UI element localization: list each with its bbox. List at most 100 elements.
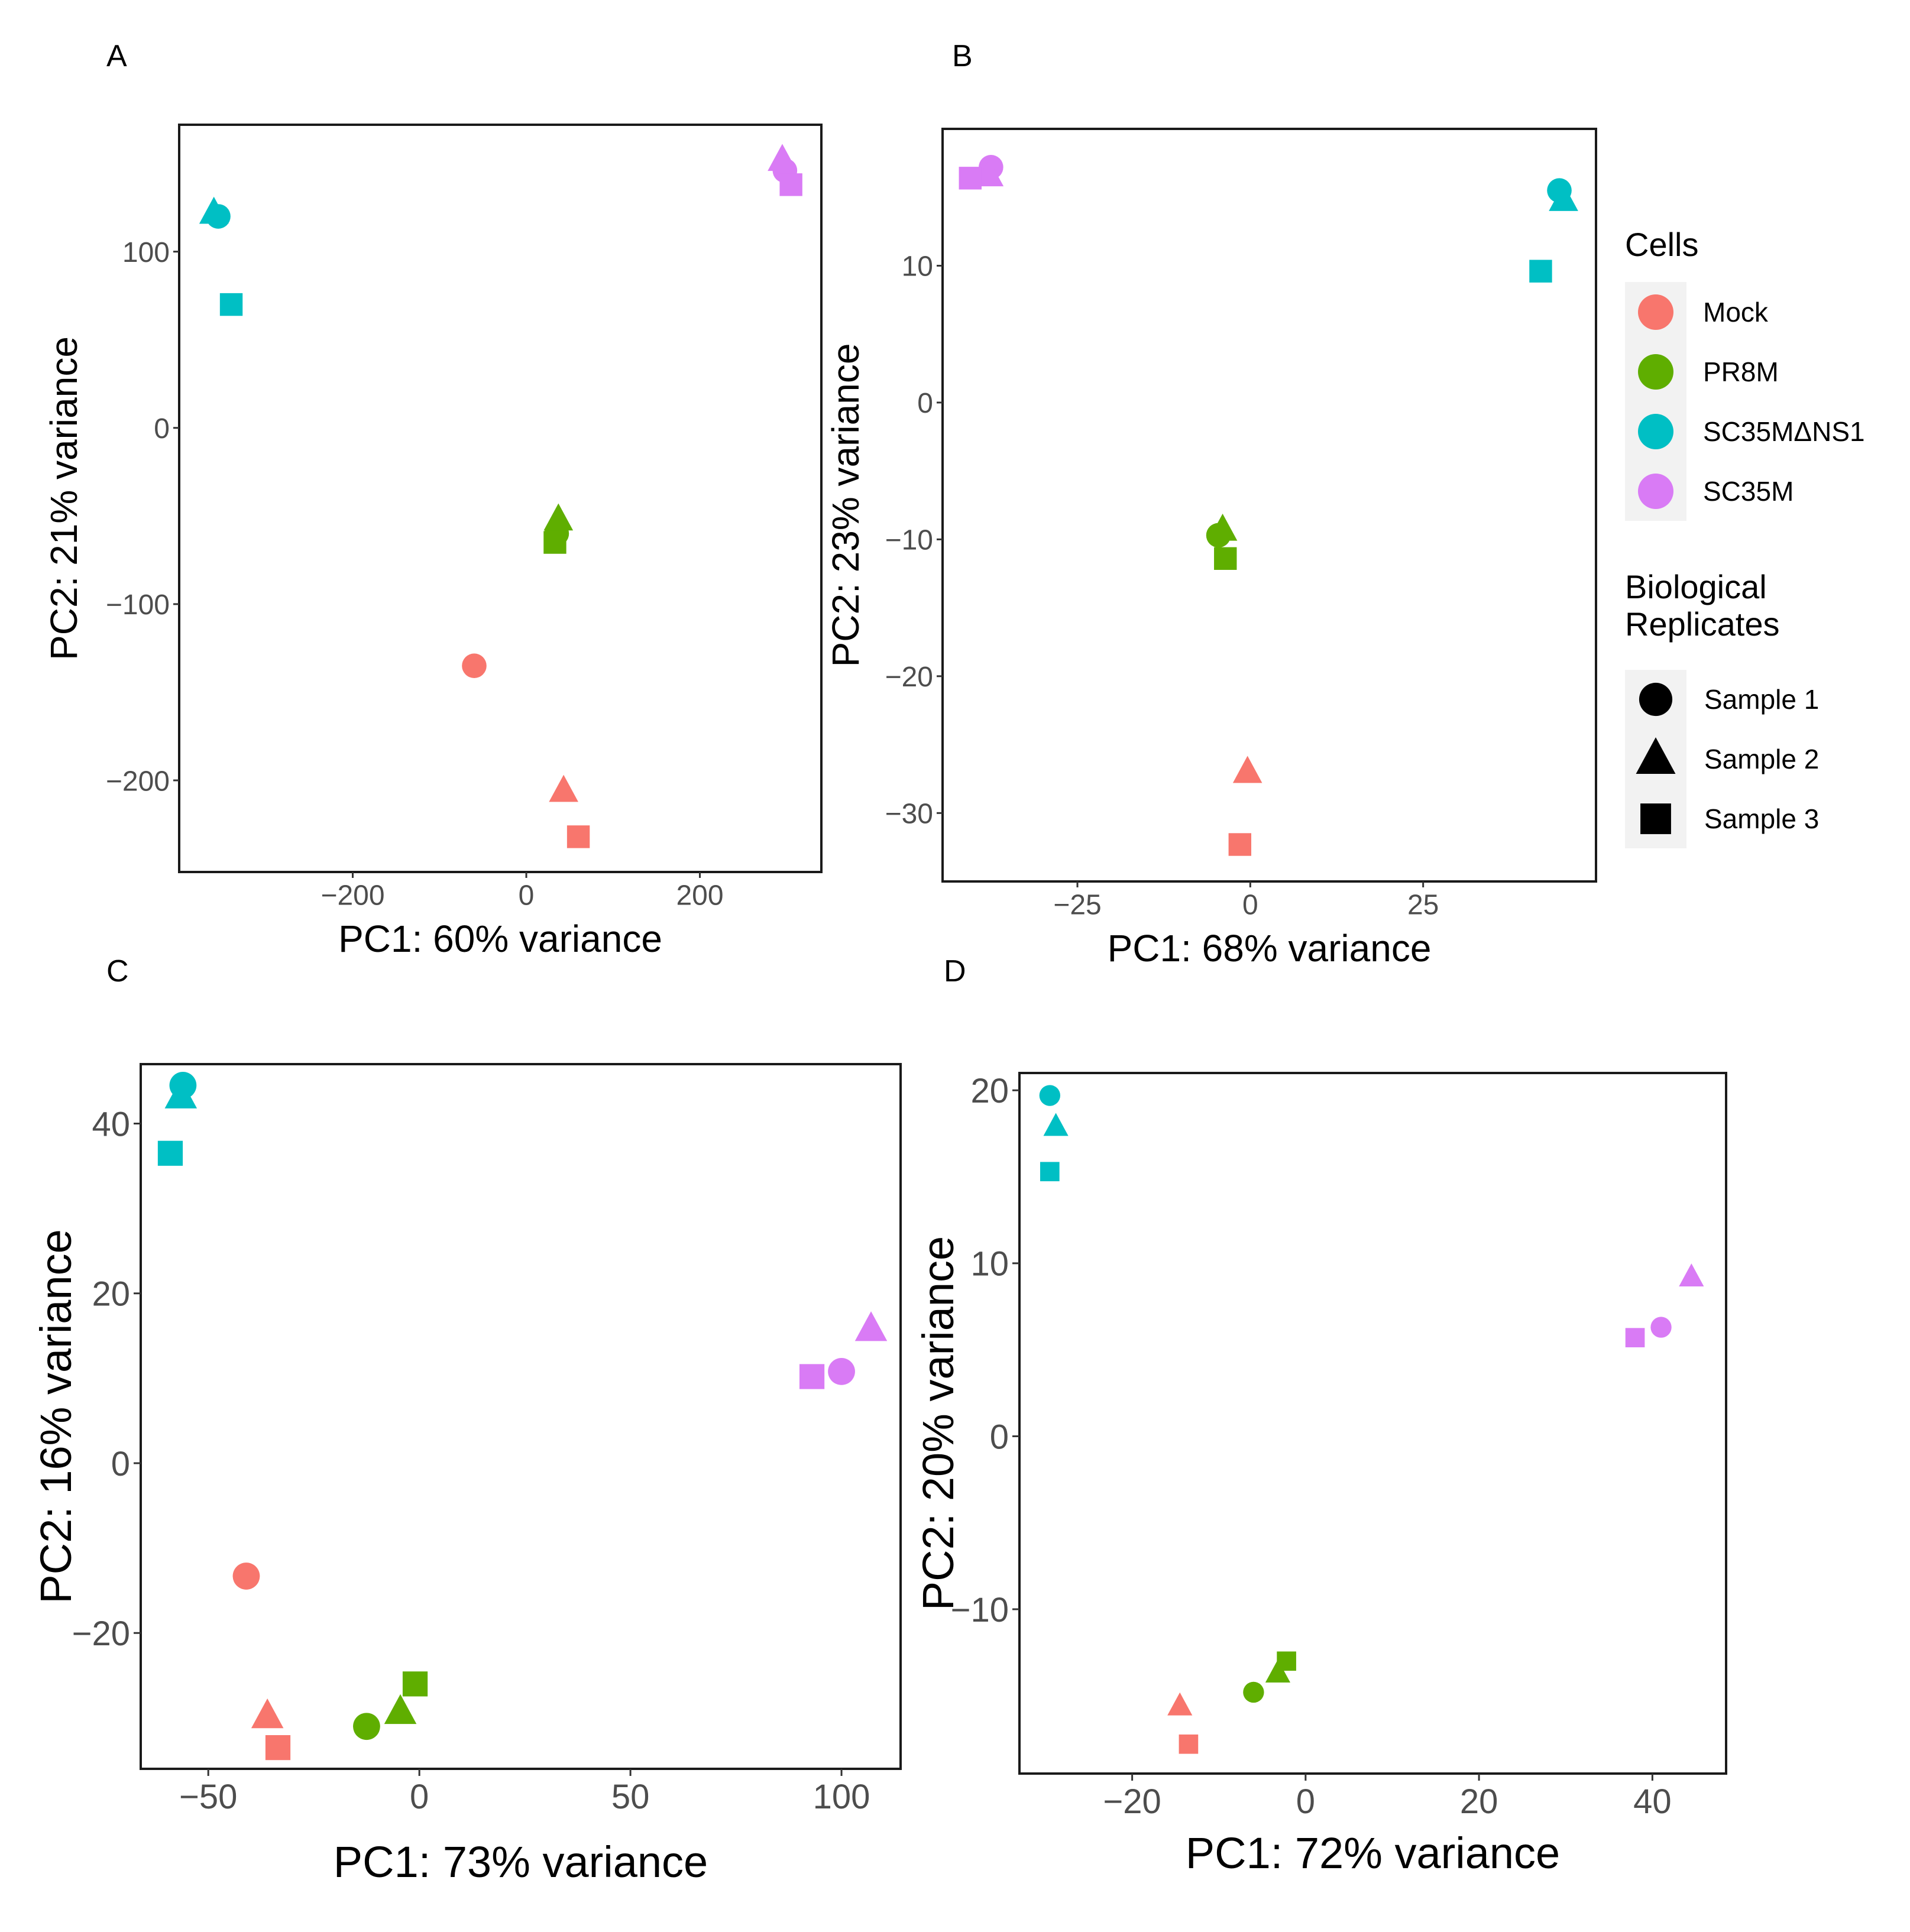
point-d-sc35m-sample-2 bbox=[1679, 1263, 1704, 1286]
x-tick-label: −25 bbox=[1053, 890, 1101, 921]
panel-letter-c: C bbox=[106, 954, 129, 988]
x-tick-label: −20 bbox=[1103, 1782, 1161, 1821]
point-c-sc35m-ns1-sample-3 bbox=[157, 1140, 183, 1166]
point-b-pr8m-sample-3 bbox=[1214, 547, 1237, 570]
point-c-mock-sample-3 bbox=[265, 1735, 291, 1761]
x-tick-label: −200 bbox=[321, 880, 384, 912]
legend-title-cells: Cells bbox=[1625, 226, 1698, 263]
point-b-sc35m-ns1-sample-3 bbox=[1529, 260, 1552, 283]
point-a-sc35m-ns1-sample-2 bbox=[199, 196, 229, 224]
y-axis-title: PC2: 20% variance bbox=[914, 1236, 963, 1610]
y-tick-label: 100 bbox=[122, 237, 170, 268]
point-b-pr8m-sample-2 bbox=[1207, 513, 1238, 541]
y-tick-label: −10 bbox=[951, 1591, 1009, 1629]
legend-label-mock: Mock bbox=[1703, 297, 1769, 328]
legend-shape-sample-1 bbox=[1639, 682, 1673, 717]
point-c-sc35m-sample-1 bbox=[828, 1358, 855, 1385]
point-c-sc35m-ns1-sample-2 bbox=[164, 1078, 198, 1108]
legend-swatch-sc35m-ns1 bbox=[1638, 414, 1673, 449]
legend-label-sample-3: Sample 3 bbox=[1704, 803, 1819, 834]
plot-frame-b bbox=[941, 128, 1597, 883]
panel-letter-b: B bbox=[952, 39, 973, 73]
legend-label-sc35m: SC35M bbox=[1703, 476, 1794, 507]
plot-frame-c bbox=[140, 1063, 902, 1770]
legend-label-sc35m-ns1: SC35MΔNS1 bbox=[1703, 416, 1865, 447]
point-d-sc35m-ns1-sample-1 bbox=[1039, 1085, 1060, 1106]
point-c-sc35m-sample-3 bbox=[799, 1364, 825, 1389]
y-tick-label: 20 bbox=[92, 1275, 130, 1314]
panel-b: −25 0 25 −30 −20 −10 0 10 PC1: 68% variance PC2: … bbox=[824, 128, 1597, 970]
y-tick-label: −30 bbox=[885, 799, 933, 830]
x-tick-label: 0 bbox=[1242, 890, 1258, 921]
point-d-pr8m-sample-3 bbox=[1277, 1651, 1296, 1671]
legend-label-pr8m: PR8M bbox=[1703, 356, 1779, 387]
point-d-mock-sample-3 bbox=[1179, 1734, 1199, 1754]
y-tick-label: −10 bbox=[885, 525, 933, 556]
legend-label-sample-1: Sample 1 bbox=[1704, 684, 1819, 715]
y-tick-label: −100 bbox=[106, 589, 170, 621]
legend-swatch-pr8m bbox=[1638, 354, 1673, 390]
panel-letter-a: A bbox=[106, 39, 127, 73]
x-tick-label: 200 bbox=[676, 880, 723, 912]
point-b-sc35m-ns1-sample-2 bbox=[1549, 184, 1578, 211]
x-tick-label: 0 bbox=[410, 1778, 429, 1816]
y-axis-title: PC2: 21% variance bbox=[43, 336, 85, 660]
point-d-pr8m-sample-2 bbox=[1265, 1659, 1291, 1683]
point-b-mock-sample-2 bbox=[1232, 756, 1262, 783]
x-axis-title: PC1: 60% variance bbox=[338, 918, 662, 960]
point-d-sc35m-ns1-sample-3 bbox=[1040, 1162, 1060, 1182]
point-d-pr8m-sample-1 bbox=[1243, 1681, 1264, 1703]
y-tick-label: 10 bbox=[902, 251, 933, 283]
y-tick-label: 40 bbox=[92, 1105, 130, 1143]
point-d-mock-sample-2 bbox=[1167, 1692, 1193, 1716]
point-a-sc35m-sample-3 bbox=[779, 173, 802, 196]
point-c-mock-sample-1 bbox=[232, 1563, 260, 1590]
legend-label-sample-2: Sample 2 bbox=[1704, 744, 1819, 774]
y-tick-label: 0 bbox=[111, 1445, 130, 1483]
panel-c: −50 0 50 100 −20 0 20 40 PC1: 73% variance PC2: 1… bbox=[31, 1063, 902, 1886]
legend-title-replicates-1: Biological bbox=[1625, 568, 1767, 605]
point-c-pr8m-sample-1 bbox=[353, 1713, 380, 1740]
x-tick-label: 50 bbox=[611, 1778, 650, 1816]
legend-swatch-mock bbox=[1638, 294, 1673, 330]
panel-d: −20 0 20 40 −10 0 10 20 PC1: 72% variance PC2: 20… bbox=[914, 1072, 1727, 1878]
x-tick-label: 0 bbox=[519, 880, 535, 912]
x-axis-title: PC1: 68% variance bbox=[1108, 927, 1432, 970]
y-tick-label: 20 bbox=[970, 1072, 1009, 1110]
y-tick-label: −20 bbox=[885, 662, 933, 693]
x-tick-label: 40 bbox=[1633, 1782, 1672, 1821]
x-tick-label: 100 bbox=[813, 1778, 870, 1816]
y-tick-label: −20 bbox=[72, 1615, 130, 1653]
point-a-pr8m-sample-2 bbox=[543, 503, 574, 531]
x-tick-label: −50 bbox=[179, 1778, 237, 1816]
y-axis-title: PC2: 16% variance bbox=[31, 1229, 80, 1603]
point-d-sc35m-ns1-sample-2 bbox=[1043, 1113, 1069, 1136]
x-axis-title: PC1: 73% variance bbox=[334, 1837, 708, 1886]
y-axis-title: PC2: 23% variance bbox=[824, 343, 867, 667]
x-tick-label: 20 bbox=[1460, 1782, 1498, 1821]
x-tick-label: 0 bbox=[1296, 1782, 1315, 1821]
point-c-sc35m-sample-2 bbox=[854, 1311, 888, 1341]
panel-a: −200 0 200 −200 −100 0 100 PC1: 60% variance PC2… bbox=[43, 124, 823, 960]
legend: Cells Mock PR8M SC35MΔNS1 SC35M BiologicalRep… bbox=[1625, 226, 1865, 848]
point-a-sc35m-sample-2 bbox=[768, 144, 797, 171]
x-axis-title: PC1: 72% variance bbox=[1186, 1829, 1560, 1878]
point-b-mock-sample-3 bbox=[1228, 833, 1252, 856]
legend-shape-sample-2 bbox=[1636, 737, 1676, 774]
y-tick-label: 0 bbox=[917, 388, 933, 419]
x-tick-label: 25 bbox=[1407, 890, 1439, 921]
plot-frame-a bbox=[178, 124, 823, 873]
legend-title-replicates-2: Replicates bbox=[1625, 605, 1779, 643]
y-tick-label: 0 bbox=[154, 413, 170, 445]
point-a-mock-sample-2 bbox=[549, 774, 578, 802]
point-a-pr8m-sample-3 bbox=[543, 531, 566, 554]
point-a-mock-sample-3 bbox=[566, 825, 590, 848]
legend-swatch-sc35m bbox=[1638, 474, 1673, 509]
point-c-pr8m-sample-2 bbox=[384, 1694, 417, 1724]
legend-shape-sample-3 bbox=[1640, 803, 1671, 834]
y-tick-label: 0 bbox=[990, 1418, 1009, 1456]
point-a-mock-sample-1 bbox=[462, 653, 487, 679]
point-d-sc35m-sample-3 bbox=[1625, 1328, 1645, 1347]
panel-letter-d: D bbox=[944, 954, 966, 988]
